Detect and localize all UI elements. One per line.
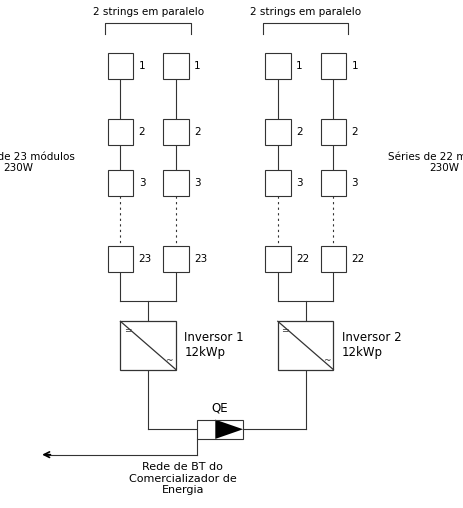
Text: =: =	[281, 326, 288, 335]
Bar	[265, 53, 291, 79]
Bar	[108, 53, 133, 79]
Bar	[108, 170, 133, 196]
Bar	[265, 246, 291, 272]
Bar	[197, 420, 215, 439]
Text: Inversor 1
12kWp: Inversor 1 12kWp	[184, 331, 244, 360]
Bar	[163, 53, 189, 79]
Polygon shape	[215, 420, 243, 439]
Text: ~: ~	[165, 356, 173, 365]
Text: 23: 23	[194, 254, 207, 264]
Text: Inversor 2
12kWp: Inversor 2 12kWp	[342, 331, 401, 360]
Text: Séries de 23 módulos
230W: Séries de 23 módulos 230W	[0, 152, 75, 173]
Text: =: =	[124, 326, 131, 335]
Text: 23: 23	[139, 254, 152, 264]
Text: 2 strings em paralelo: 2 strings em paralelo	[250, 7, 361, 17]
Bar	[320, 53, 346, 79]
Text: 1: 1	[352, 61, 358, 71]
Bar	[108, 119, 133, 145]
Bar	[108, 246, 133, 272]
Text: 1: 1	[296, 61, 303, 71]
Bar	[320, 119, 346, 145]
Bar	[320, 170, 346, 196]
Text: 2 strings em paralelo: 2 strings em paralelo	[93, 7, 204, 17]
Bar	[278, 322, 333, 370]
Text: QE: QE	[212, 401, 228, 415]
Text: 3: 3	[296, 178, 303, 188]
Text: Rede de BT do
Comercializador de
Energia: Rede de BT do Comercializador de Energia	[129, 462, 237, 495]
Text: 1: 1	[139, 61, 145, 71]
Text: 3: 3	[194, 178, 201, 188]
Text: 22: 22	[352, 254, 365, 264]
Text: 2: 2	[352, 127, 358, 137]
Text: 22: 22	[296, 254, 309, 264]
Bar	[163, 170, 189, 196]
Text: 3: 3	[139, 178, 145, 188]
Bar	[163, 119, 189, 145]
Text: ~: ~	[323, 356, 330, 365]
Bar	[265, 170, 291, 196]
Bar	[320, 246, 346, 272]
Text: 2: 2	[139, 127, 145, 137]
Bar	[163, 246, 189, 272]
Bar	[197, 420, 243, 439]
Text: 2: 2	[296, 127, 303, 137]
Bar	[265, 119, 291, 145]
Text: 2: 2	[194, 127, 201, 137]
Text: 1: 1	[194, 61, 201, 71]
Text: Séries de 22 módulos
230W: Séries de 22 módulos 230W	[388, 152, 463, 173]
Bar	[120, 322, 176, 370]
Text: 3: 3	[352, 178, 358, 188]
